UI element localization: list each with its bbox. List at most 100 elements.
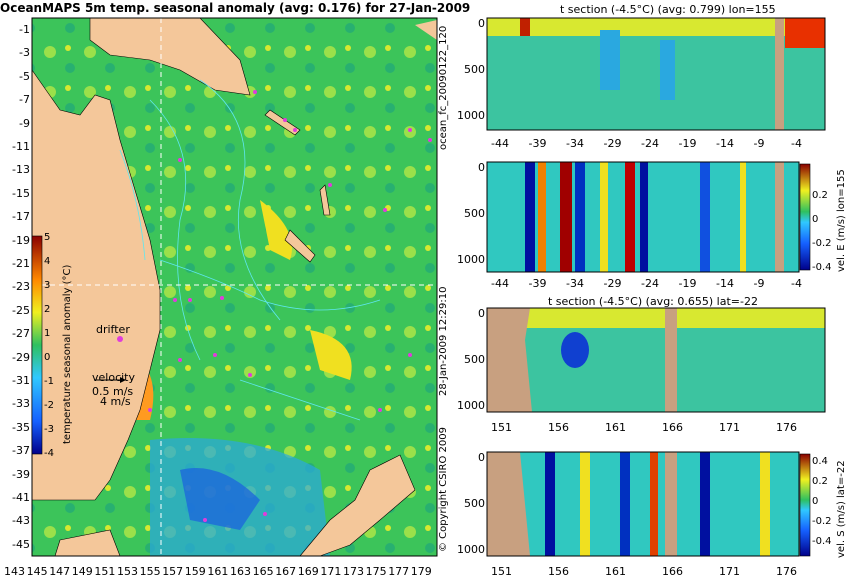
lat-tick-label: -45 xyxy=(12,537,30,551)
lat-tick-label: -23 xyxy=(12,280,30,294)
lon-tick-label: 157 xyxy=(162,565,184,578)
copyright-label: © Copyright CSIRO 2009 xyxy=(438,427,449,552)
panel3-title: t section (-4.5°C) (avg: 0.655) lat=-22 xyxy=(548,295,758,308)
map-contours xyxy=(119,79,381,421)
lat-tick-label: -41 xyxy=(12,491,30,504)
lon-tick-label: 163 xyxy=(230,565,251,578)
lon-tick-label: 161 xyxy=(207,565,229,578)
panel1-y-tick: 1000 xyxy=(457,109,485,122)
lon-tick-label: 169 xyxy=(297,565,319,578)
lon-tick-label: 173 xyxy=(343,565,364,578)
lat-tick-label: -19 xyxy=(12,233,30,247)
colorbar-tick-label: -2 xyxy=(44,400,54,411)
panel2-x-tick: -24 xyxy=(641,277,659,290)
panel2-x-tick: -34 xyxy=(566,277,584,290)
lon-tick-label: 179 xyxy=(410,565,432,578)
lon-tick-label: 147 xyxy=(49,565,71,578)
panel2-y-tick: 500 xyxy=(464,207,485,220)
lat-tick-label: -17 xyxy=(12,210,30,224)
lon-tick-label: 165 xyxy=(252,565,274,578)
panel3-y-tick: 0 xyxy=(478,307,485,320)
map-land-nz xyxy=(299,454,416,557)
lat-tick-label: -43 xyxy=(12,514,30,528)
panel4-plot xyxy=(487,452,799,556)
lon-tick-label: 143 xyxy=(4,565,25,578)
panel2-colorbar xyxy=(799,163,811,271)
lon-tick-label: 159 xyxy=(184,565,206,578)
panel2-x-tick: -39 xyxy=(528,277,547,290)
map-land-png xyxy=(89,17,251,96)
lat-tick-label: -37 xyxy=(12,444,30,458)
lon-tick-label: 155 xyxy=(139,565,161,578)
velocity-label: velocity xyxy=(92,371,135,384)
panel4-x-tick: 171 xyxy=(719,565,740,578)
drifter-label: drifter xyxy=(96,323,130,336)
colorbar-tick-label: 0 xyxy=(44,352,51,363)
lat-tick-label: -39 xyxy=(12,467,30,481)
panel1-x-tick: -9 xyxy=(753,137,765,150)
panel4-y-tick: 500 xyxy=(464,497,485,510)
colorbar-tick-label: 1 xyxy=(44,328,51,339)
lon-tick-label: 177 xyxy=(388,565,410,578)
panel2-colorbar-label: vel. E (m/s) lon=155 xyxy=(836,169,847,272)
panel3-x-tick: 176 xyxy=(776,421,797,434)
panel1-plot xyxy=(487,18,825,130)
panel4-colorbar-tick: 0.2 xyxy=(812,476,828,487)
panel2-x-tick: -14 xyxy=(716,277,734,290)
map-drifters xyxy=(117,90,432,522)
panel4-colorbar-label: vel. S (m/s) lat=-22 xyxy=(836,460,847,558)
panel2-x-tick: -19 xyxy=(678,277,697,290)
panel4-colorbar-tick: 0 xyxy=(812,496,819,507)
panel2-x-tick: -9 xyxy=(753,277,765,290)
map-title: OceanMAPS 5m temp. seasonal anomaly (avg… xyxy=(0,1,471,15)
lat-tick-label: -33 xyxy=(12,397,30,411)
map-colorbar xyxy=(31,235,43,455)
panel1-y-tick: 0 xyxy=(478,17,485,30)
run-label: ocean_fc_20090122_120 xyxy=(438,25,449,150)
lon-tick-label: 171 xyxy=(320,565,342,578)
velocity-value-label: 0.5 m/s xyxy=(92,385,134,398)
panel4-colorbar-tick: -0.2 xyxy=(812,516,832,527)
colorbar-tick-label: -4 xyxy=(44,448,54,459)
panel4-y-tick: 1000 xyxy=(457,543,485,556)
panel2-stripes xyxy=(525,162,746,272)
panel4-x-tick: 156 xyxy=(548,565,569,578)
lat-tick-label: -13 xyxy=(12,163,30,177)
panel4-colorbar-tick: 0.4 xyxy=(812,456,828,467)
panel2-x-tick: -44 xyxy=(491,277,509,290)
lat-tick-label: -11 xyxy=(12,140,30,153)
lat-tick-label: -3 xyxy=(19,46,30,60)
lat-tick-label: -1 xyxy=(19,23,30,36)
panel2-y-tick: 1000 xyxy=(457,253,485,266)
map-colorbar-label: temperature seasonal anomaly (°C) xyxy=(62,264,73,444)
lon-tick-label: 167 xyxy=(275,565,297,578)
panel4-colorbar-tick: -0.4 xyxy=(812,536,832,547)
panel3-x-tick: 156 xyxy=(548,421,569,434)
panel2-colorbar-tick: 0 xyxy=(812,214,819,225)
lat-tick-label: -29 xyxy=(12,350,30,364)
lat-tick-label: -7 xyxy=(19,93,30,107)
panel2-y-tick: 0 xyxy=(478,161,485,174)
panel1-x-tick: -19 xyxy=(678,137,697,150)
panel1-x-tick: -39 xyxy=(528,137,547,150)
panel2-colorbar-tick: 0.2 xyxy=(812,190,828,201)
lat-tick-label: -27 xyxy=(12,327,30,341)
lat-tick-label: -21 xyxy=(12,257,30,270)
panel3-x-tick: 171 xyxy=(719,421,740,434)
panel4-x-tick: 161 xyxy=(605,565,626,578)
lat-tick-label: -5 xyxy=(19,69,30,83)
panel1-x-tick: -44 xyxy=(491,137,509,150)
panel3-x-tick: 166 xyxy=(662,421,683,434)
colorbar-tick-label: -3 xyxy=(44,424,54,435)
panel3-y-tick: 500 xyxy=(464,353,485,366)
panel1-x-tick: -14 xyxy=(716,137,734,150)
lon-tick-label: 151 xyxy=(94,565,116,578)
panel4-x-tick: 176 xyxy=(776,565,797,578)
colorbar-tick-label: 2 xyxy=(44,304,51,315)
colorbar-tick-label: 4 xyxy=(44,256,51,267)
panel2-x-tick: -29 xyxy=(603,277,622,290)
lat-tick-label: -31 xyxy=(12,374,30,387)
panel1-x-tick: -24 xyxy=(641,137,659,150)
panel3-x-tick: 151 xyxy=(491,421,512,434)
lon-tick-label: 149 xyxy=(71,565,93,578)
